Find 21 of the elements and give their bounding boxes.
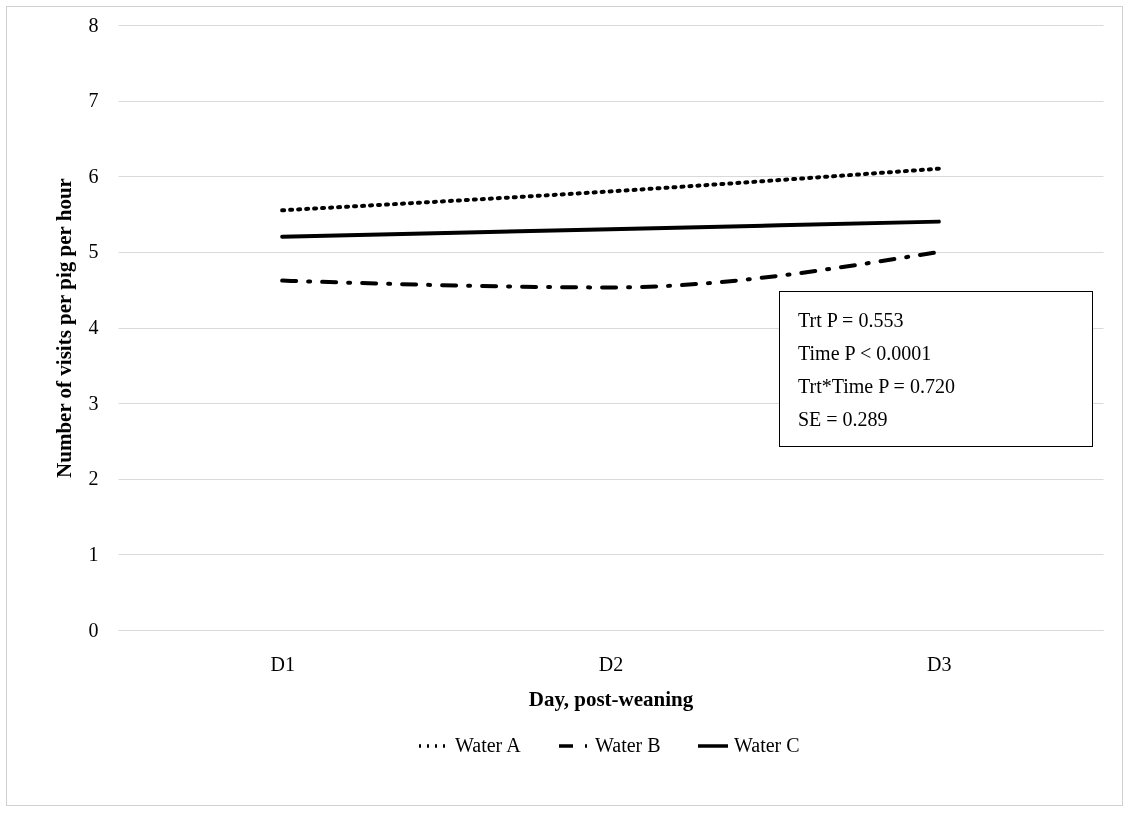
y-tick-label: 7 (88, 89, 99, 112)
y-tick-label: 1 (88, 542, 99, 565)
y-tick-label: 2 (88, 467, 99, 490)
annotation: Trt*Time P = 0.720 (798, 374, 956, 399)
y-tick-label: 3 (88, 391, 99, 414)
legend-label: Water C (734, 734, 800, 756)
y-tick-label: 8 (88, 13, 99, 36)
legend-label: Water A (455, 734, 522, 756)
x-axis-title: Day, post-weaning (528, 686, 694, 711)
y-tick-label: 5 (88, 240, 99, 263)
legend-label: Water B (595, 734, 661, 756)
annotation: Trt P = 0.553 (798, 308, 905, 333)
y-tick-label: 0 (88, 618, 99, 641)
x-tick-label: D3 (927, 652, 952, 675)
y-tick-label: 4 (88, 316, 99, 338)
annotation: SE = 0.289 (798, 407, 889, 432)
y-tick-label: 6 (88, 164, 99, 187)
annotation: Time P < 0.0001 (798, 341, 933, 366)
y-axis-title: Number of visits per pig per hour (51, 178, 76, 478)
x-tick-label: D1 (270, 652, 295, 675)
x-tick-label: D2 (598, 652, 624, 675)
